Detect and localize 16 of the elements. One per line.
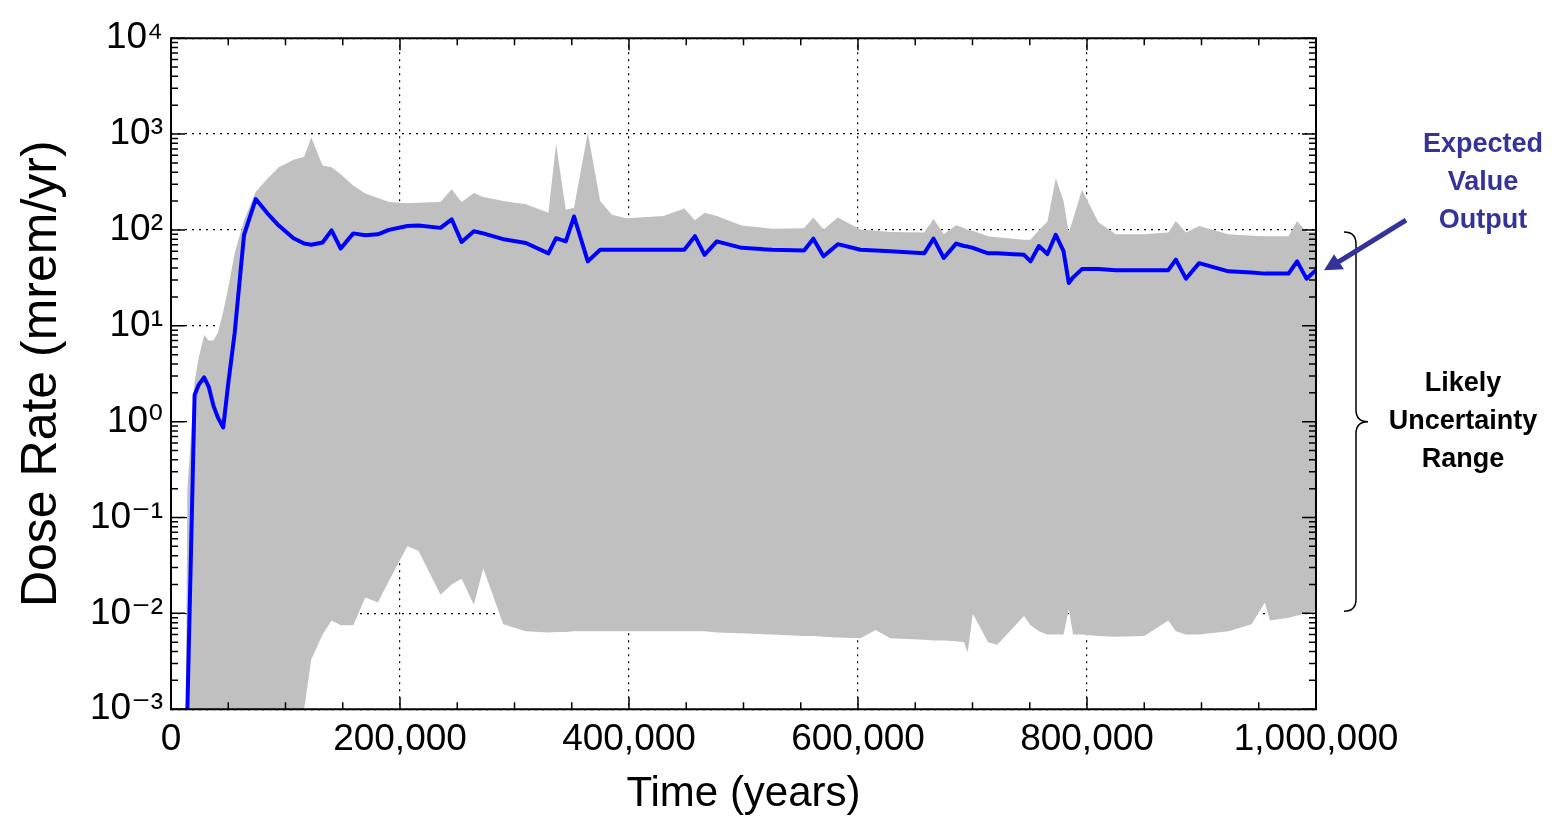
y-axis-title: Dose Rate (mrem/yr) xyxy=(10,140,67,608)
x-axis-title: Time (years) xyxy=(626,768,861,816)
y-tick-label: 10⁴ xyxy=(105,15,164,57)
y-tick-label: 10³ xyxy=(109,111,164,153)
y-tick-label: 10⁻² xyxy=(89,590,164,632)
x-tick-label: 400,000 xyxy=(562,716,696,758)
x-tick-label: 200,000 xyxy=(333,716,467,758)
y-tick-label: 10⁰ xyxy=(107,398,164,440)
text: Expected Value Output xyxy=(1422,127,1544,234)
y-tick-label: 10² xyxy=(109,207,164,249)
y-tick-label: 10⁻¹ xyxy=(89,494,164,536)
x-tick-label: 600,000 xyxy=(791,716,925,758)
y-tick-label: 10¹ xyxy=(109,302,164,344)
x-tick-label: 800,000 xyxy=(1020,716,1154,758)
text: Likely Uncertainty Range xyxy=(1388,367,1538,474)
x-tick-label: 1,000,000 xyxy=(1233,716,1399,758)
